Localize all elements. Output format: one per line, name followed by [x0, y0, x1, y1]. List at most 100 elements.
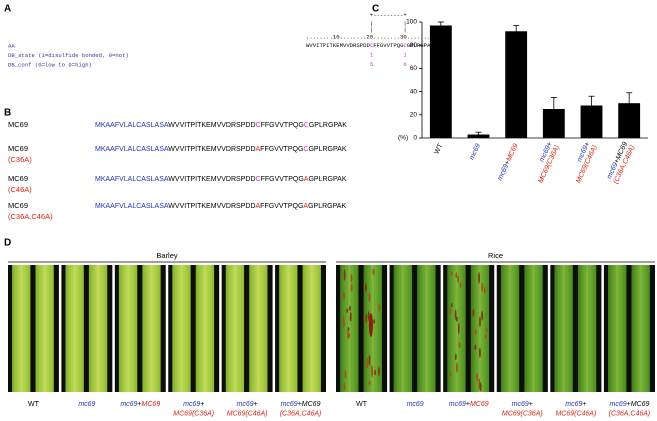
category-label: mc69+MC69: [281, 401, 321, 408]
category-label: mc69+MC69: [610, 401, 650, 408]
row-value: 5 6: [306, 61, 407, 68]
label-part: MC69(C36A): [502, 410, 543, 417]
leaf-photo: [115, 265, 166, 392]
group-title: Barley: [156, 251, 178, 260]
lesion: [343, 316, 345, 328]
lesion: [343, 292, 345, 300]
label-part: (C36A,C46A): [609, 410, 651, 417]
lesion: [344, 269, 346, 281]
lesion: [374, 370, 376, 376]
mutation: (C46A): [8, 185, 32, 194]
lesion: [369, 355, 371, 366]
leaf: [65, 265, 83, 392]
leaf: [196, 265, 214, 392]
label-part: mc69: [407, 401, 424, 408]
lesion: [484, 287, 486, 294]
category-label: mc69+: [237, 401, 258, 408]
construct-name: MC69: [8, 144, 28, 153]
panel-label: D: [4, 238, 11, 249]
lesion: [479, 316, 481, 327]
leaf: [524, 265, 542, 392]
lesion: [346, 308, 348, 313]
leaf: [554, 265, 572, 392]
bar: [505, 31, 527, 138]
category-label: MC69(C36A): [173, 410, 214, 417]
leaf: [142, 265, 160, 392]
label-part: mc69: [512, 401, 529, 408]
label-part: +: [529, 401, 533, 408]
sequence: MKAAFVLALCASLASAWVVITPITKEMVVDRSPDDCFFGV…: [95, 122, 347, 129]
label-part: MC69(C36A): [173, 410, 214, 417]
lesion: [373, 269, 375, 276]
signal-peptide: MKAAFVLALCASLASA: [95, 203, 169, 210]
leaf: [608, 265, 626, 392]
lesion: [474, 344, 476, 350]
x-tick-label: mc69+MC69(C46A): [568, 141, 599, 184]
lesion: [347, 330, 349, 339]
lesion: [458, 323, 460, 334]
x-tick-label: mc69: [468, 143, 482, 162]
lesion: [345, 370, 347, 378]
lesion: [373, 319, 375, 324]
lesion: [369, 381, 371, 385]
ruler-mid: | |: [306, 26, 407, 33]
y-tick-label: 0: [413, 135, 417, 142]
x-tick-label: mc69+MC69(C36A): [530, 141, 561, 184]
ruler: ........10........20........30........: [306, 33, 434, 40]
category-label: mc69+MC69: [496, 143, 519, 182]
x-tick-label: mc69+MC69: [496, 143, 519, 182]
y-tick-label: 40: [410, 88, 418, 95]
label-part: MC69(C46A): [555, 410, 596, 417]
category-label: MC69(C46A): [227, 410, 268, 417]
leaf: [226, 265, 244, 392]
label-part: mc69: [610, 401, 627, 408]
row-value: 1 1: [306, 52, 407, 59]
leaf: [303, 265, 321, 392]
label-part: MC69: [631, 401, 650, 408]
lesion: [351, 284, 353, 292]
construct-name: MC69: [8, 201, 28, 210]
label-part: mc69: [183, 401, 200, 408]
label-part: mc69: [78, 401, 95, 408]
label-part: (C36A,C46A): [280, 410, 322, 417]
lesion: [456, 362, 458, 373]
category-label: mc69+: [512, 401, 533, 408]
leaf: [172, 265, 190, 392]
lesion: [371, 368, 373, 377]
lesion: [449, 308, 451, 314]
lesion: [366, 358, 368, 369]
label-part: mc69: [449, 401, 466, 408]
leaf-photo: [497, 265, 548, 392]
category-label: MC69(C46A): [555, 410, 596, 417]
label-part: +: [200, 401, 204, 408]
mature-sequence: WVVITPITKEMVVDRSPDDCFFGVVTPQGCGPLRGPAK: [168, 122, 347, 129]
lesion: [456, 317, 458, 322]
category-label: mc69+: [183, 401, 204, 408]
lesion: [473, 309, 475, 317]
lesion: [455, 310, 457, 318]
lesion: [457, 276, 459, 283]
leaf: [578, 265, 596, 392]
leaf-photo: [168, 265, 219, 392]
label-part: WT: [433, 142, 444, 155]
y-tick-label: 60: [410, 65, 418, 72]
lesion: [451, 271, 453, 276]
leaf: [279, 265, 297, 392]
sequence: MKAAFVLALCASLASAWVVITPITKEMVVDRSPDDAFFGV…: [95, 146, 347, 153]
lesion: [481, 311, 483, 321]
label-part: MC69: [470, 401, 489, 408]
lesion: [479, 347, 481, 357]
mutation: (C36A,C46A): [8, 212, 53, 221]
lesion: [478, 272, 480, 284]
lesion: [378, 366, 380, 376]
lesion: [344, 383, 346, 391]
row-name: AA: [8, 42, 15, 49]
leaf: [35, 265, 53, 392]
leaf: [501, 265, 519, 392]
construct-name: MC69: [8, 120, 28, 129]
leaf: [394, 265, 412, 392]
category-label: (C36A,C46A): [280, 410, 322, 417]
row-name: DB_conf (0=low to 9=high): [8, 61, 92, 68]
row-name: DB_state (1=disulfide bonded, 0=not): [8, 52, 129, 59]
